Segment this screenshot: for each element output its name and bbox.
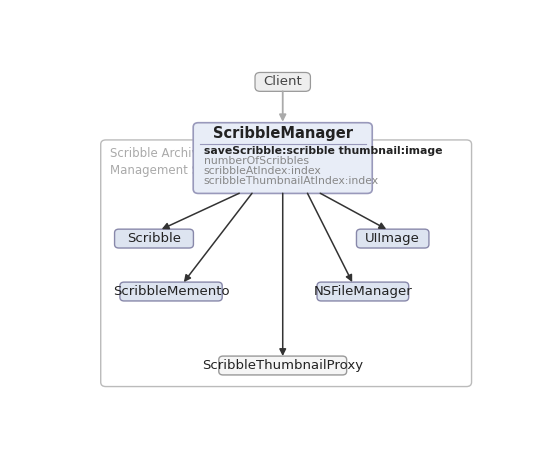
FancyBboxPatch shape [114, 229, 194, 248]
Text: scribbleAtIndex:index: scribbleAtIndex:index [204, 166, 322, 176]
FancyBboxPatch shape [317, 282, 409, 301]
Text: ScribbleMemento: ScribbleMemento [113, 285, 229, 298]
Text: Scribble: Scribble [127, 232, 181, 245]
Text: saveScribble:scribble thumbnail:image: saveScribble:scribble thumbnail:image [204, 146, 442, 156]
FancyBboxPatch shape [193, 123, 372, 194]
FancyBboxPatch shape [255, 73, 310, 91]
FancyBboxPatch shape [120, 282, 222, 301]
Text: NSFileManager: NSFileManager [314, 285, 412, 298]
Text: Client: Client [263, 75, 302, 89]
FancyBboxPatch shape [356, 229, 429, 248]
Text: ScribbleManager: ScribbleManager [213, 126, 353, 141]
Text: Scribble Archive
Management Subsystem: Scribble Archive Management Subsystem [110, 147, 257, 177]
Text: ScribbleThumbnailProxy: ScribbleThumbnailProxy [202, 359, 364, 372]
FancyBboxPatch shape [101, 140, 471, 387]
Text: numberOfScribbles: numberOfScribbles [204, 156, 309, 166]
Text: scribbleThumbnailAtIndex:index: scribbleThumbnailAtIndex:index [204, 176, 379, 186]
FancyBboxPatch shape [219, 356, 346, 375]
Text: UIImage: UIImage [365, 232, 420, 245]
